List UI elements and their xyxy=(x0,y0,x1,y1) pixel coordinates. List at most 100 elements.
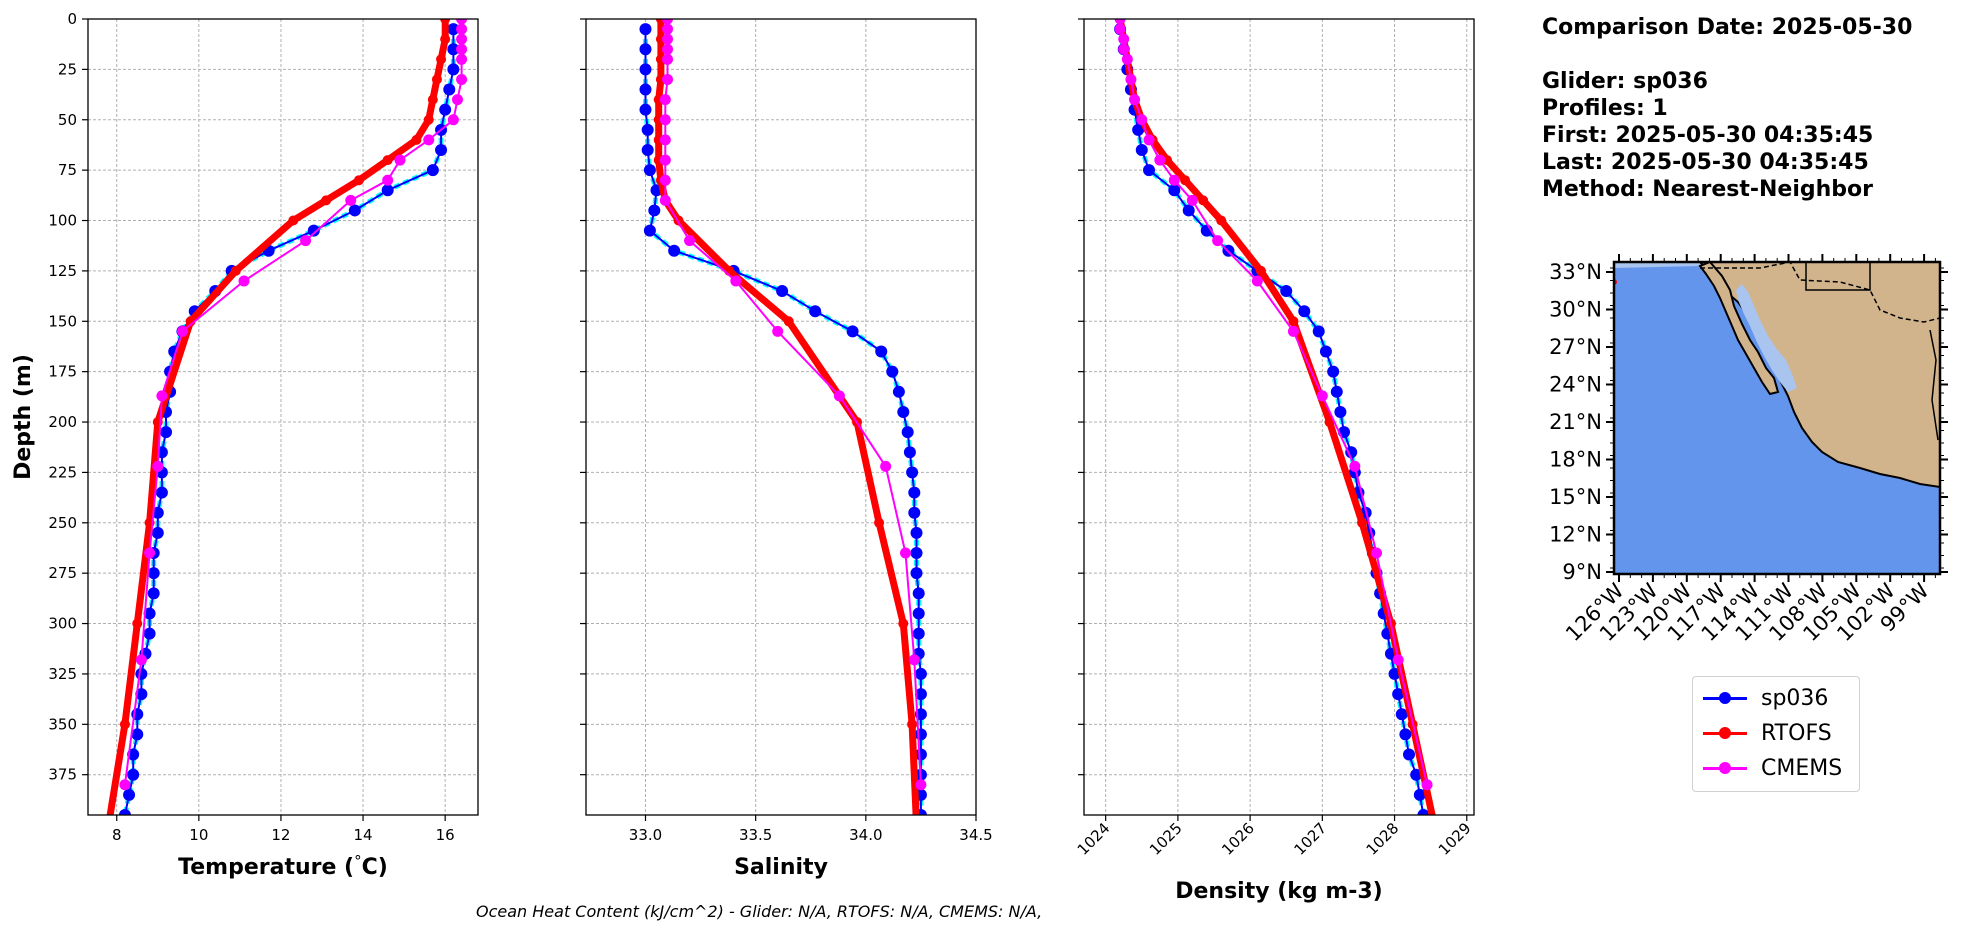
legend-entry-rtofs: RTOFS xyxy=(1703,718,1832,748)
point-sp036 xyxy=(914,667,927,680)
point-CMEMS xyxy=(176,325,188,337)
point-CMEMS xyxy=(908,654,920,666)
point-sp036 xyxy=(912,627,925,640)
point-sp036 xyxy=(381,184,394,197)
first-time: First: 2025-05-30 04:35:45 xyxy=(1542,123,1874,148)
glider-name: Glider: sp036 xyxy=(1542,69,1708,94)
x-tick-label: 1029 xyxy=(1435,819,1475,859)
point-CMEMS xyxy=(1287,325,1299,337)
point-RTOFS xyxy=(1255,265,1266,276)
point-sp036 xyxy=(1345,446,1358,459)
y-tick-label: 325 xyxy=(48,665,77,683)
point-CMEMS xyxy=(456,73,468,85)
point-RTOFS xyxy=(440,19,451,24)
point-CMEMS xyxy=(662,23,674,35)
point-sp036 xyxy=(151,526,164,539)
y-tick-label: 300 xyxy=(48,615,77,633)
y-tick-label: 0 xyxy=(67,10,77,28)
point-CMEMS xyxy=(345,194,357,206)
point-RTOFS xyxy=(427,94,438,105)
point-CMEMS xyxy=(1251,275,1263,287)
point-sp036 xyxy=(809,305,822,318)
point-sp036 xyxy=(118,809,131,815)
point-sp036 xyxy=(1143,164,1155,177)
x-tick-label: 8 xyxy=(112,826,122,844)
point-RTOFS xyxy=(898,618,909,629)
point-CMEMS xyxy=(1114,19,1126,25)
series-CMEMS-line xyxy=(123,19,463,785)
lat-label: 18°N xyxy=(1549,448,1602,472)
axes-frame xyxy=(1083,18,1475,816)
point-RTOFS xyxy=(119,719,130,730)
point-CMEMS xyxy=(156,390,168,402)
x-tick-label: 12 xyxy=(271,826,290,844)
point-sp036 xyxy=(1327,365,1340,378)
last-time: Last: 2025-05-30 04:35:45 xyxy=(1542,150,1869,175)
x-tick-label: 34.0 xyxy=(849,826,882,844)
point-RTOFS xyxy=(132,618,143,629)
point-sp036 xyxy=(639,43,652,56)
point-CMEMS xyxy=(1349,460,1361,472)
point-CMEMS xyxy=(456,43,468,55)
point-RTOFS xyxy=(1324,417,1335,428)
point-CMEMS xyxy=(1114,23,1126,35)
lat-label: 33°N xyxy=(1549,260,1602,284)
point-sp036 xyxy=(131,728,144,741)
point-CMEMS xyxy=(1154,154,1166,166)
point-CMEMS xyxy=(684,235,696,247)
point-CMEMS xyxy=(880,460,892,472)
point-sp036 xyxy=(648,204,661,217)
y-tick-label: 225 xyxy=(48,463,77,481)
x-axis-label: Salinity xyxy=(734,855,828,880)
point-CMEMS xyxy=(451,94,463,106)
y-tick-label: 50 xyxy=(58,111,77,129)
point-sp036 xyxy=(135,667,148,680)
method: Method: Nearest-Neighbor xyxy=(1542,177,1873,202)
point-CMEMS xyxy=(662,53,674,65)
y-tick-label: 200 xyxy=(48,413,77,431)
point-sp036 xyxy=(127,768,140,781)
point-CMEMS xyxy=(456,33,468,45)
legend-label-rtofs: RTOFS xyxy=(1761,720,1832,746)
x-tick-label: 16 xyxy=(436,826,455,844)
point-CMEMS xyxy=(772,325,784,337)
point-CMEMS xyxy=(456,23,468,35)
point-sp036 xyxy=(641,143,654,156)
point-sp036 xyxy=(426,164,439,177)
point-sp036 xyxy=(1135,143,1148,156)
point-sp036 xyxy=(155,486,168,499)
y-tick-label: 375 xyxy=(48,766,77,784)
point-CMEMS xyxy=(394,154,406,166)
y-axis-label: Depth (m) xyxy=(11,354,36,480)
point-RTOFS xyxy=(321,195,332,206)
legend-swatch-rtofs xyxy=(1703,726,1747,739)
point-CMEMS xyxy=(1186,194,1198,206)
axes-frame xyxy=(87,18,479,816)
x-axis-label-part: Temperature ( xyxy=(178,855,354,880)
point-CMEMS xyxy=(662,73,674,85)
series-RTOFS-line xyxy=(1116,19,1436,815)
x-tick-label: 1027 xyxy=(1290,819,1330,859)
point-sp036 xyxy=(897,405,910,418)
y-tick-label: 125 xyxy=(48,262,77,280)
info-spacer xyxy=(1542,41,1912,68)
series-CMEMS-line xyxy=(1119,19,1429,786)
point-sp036 xyxy=(160,426,172,439)
point-CMEMS xyxy=(423,134,435,146)
point-RTOFS xyxy=(230,265,241,276)
border-line xyxy=(1700,262,1940,323)
point-CMEMS xyxy=(659,134,671,146)
point-CMEMS xyxy=(1392,654,1404,666)
lat-label: 24°N xyxy=(1549,373,1602,397)
legend: sp036 RTOFS CMEMS xyxy=(1692,676,1860,792)
ocean-heat-content-note: Ocean Heat Content (kJ/cm^2) - Glider: N… xyxy=(476,902,1043,921)
point-sp036 xyxy=(143,627,156,640)
point-CMEMS xyxy=(144,547,156,559)
point-RTOFS xyxy=(288,215,299,226)
series-sp036-line xyxy=(644,29,922,815)
point-sp036 xyxy=(886,365,899,378)
x-tick-label: 10 xyxy=(189,826,208,844)
point-CMEMS xyxy=(1371,547,1382,559)
profiles-count: Profiles: 1 xyxy=(1542,96,1668,121)
